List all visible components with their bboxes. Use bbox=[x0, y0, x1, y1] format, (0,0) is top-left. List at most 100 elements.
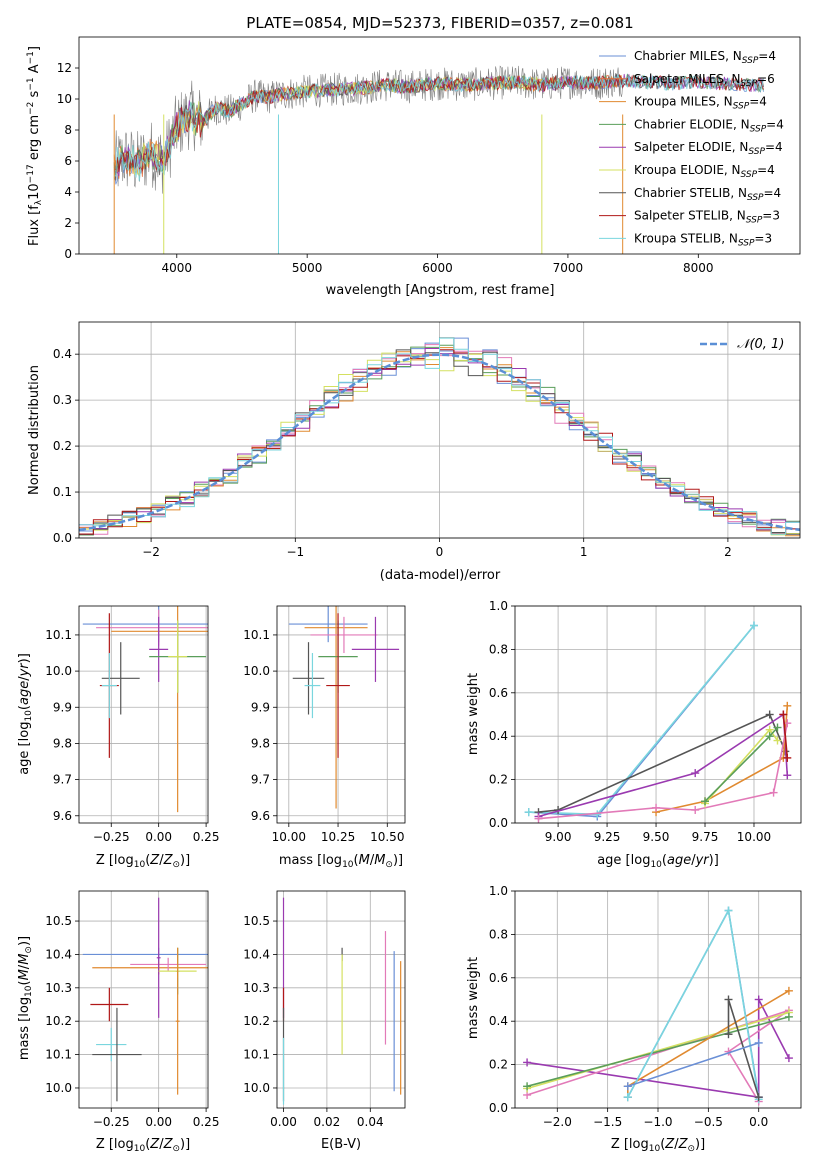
y-tick-label: 10.4 bbox=[45, 947, 72, 961]
x-tick-label: 0.00 bbox=[145, 830, 172, 844]
legend-label: Chabrier ELODIE, NSSP=4 bbox=[634, 117, 784, 134]
axes-frame bbox=[514, 605, 802, 824]
series-line-kroupa_stelib bbox=[627, 908, 760, 1100]
y-tick-label: 1.0 bbox=[489, 599, 508, 613]
x-tick-label: 0.25 bbox=[193, 1115, 220, 1129]
mass-vs-ebv-panel: 0.00 0.02 0.04 10.0 10.1 10.2 10.3 10.4 10.5 bbox=[243, 890, 406, 1129]
age-vs-z-panel: −0.25 0.00 0.25 9.6 9.7 9.8 9.9 10.0 10.1 bbox=[45, 605, 219, 844]
series-line-salpeter_stelib bbox=[782, 714, 789, 758]
y-tick-label: 10.0 bbox=[45, 664, 72, 678]
y-tick-label: 0 bbox=[64, 247, 72, 261]
y-tick-label: 0.1 bbox=[53, 485, 72, 499]
y-tick-label: 0.3 bbox=[53, 393, 72, 407]
y-tick-label: 10.1 bbox=[243, 628, 270, 642]
age-vs-z-ylabel: age [log10(age/yr)] bbox=[17, 653, 34, 775]
y-tick-label: 0.6 bbox=[489, 971, 508, 985]
y-tick-label: 0.2 bbox=[53, 439, 72, 453]
legend-label: Salpeter STELIB, NSSP=3 bbox=[634, 209, 780, 226]
y-tick-label: 9.6 bbox=[251, 809, 270, 823]
y-tick-label: 10.0 bbox=[243, 664, 270, 678]
y-tick-label: 1.0 bbox=[489, 884, 508, 898]
x-tick-label: 5000 bbox=[292, 261, 323, 275]
residuals-plot-area bbox=[78, 322, 801, 539]
spectrum-plot-area bbox=[113, 65, 764, 254]
x-tick-label: −1.0 bbox=[643, 1115, 672, 1129]
residuals-ylabel: Normed distribution bbox=[27, 365, 42, 495]
residuals-panel: −2 −1 0 1 2 0.0 0.1 0.2 0.3 0.4 𝒩(0, 1) (data-mod… bbox=[27, 321, 801, 583]
series-line-chabrier_elodie bbox=[526, 1016, 790, 1088]
y-tick-label: 10.1 bbox=[45, 628, 72, 642]
y-tick-label: 0.0 bbox=[489, 816, 508, 830]
y-tick-label: 10.0 bbox=[45, 1081, 72, 1095]
mass-vs-ebv-xlabel: E(B-V) bbox=[321, 1137, 361, 1152]
spectrum-ylabel: Flux [fλ10−17 erg cm−2 s−1 A−1] bbox=[26, 46, 44, 246]
legend-label: Kroupa ELODIE, NSSP=4 bbox=[634, 163, 775, 180]
y-tick-label: 0.4 bbox=[489, 1014, 508, 1028]
y-tick-label: 0.8 bbox=[489, 642, 508, 656]
spectrum-xlabel: wavelength [Angstrom, rest frame] bbox=[326, 283, 555, 298]
x-tick-label: 4000 bbox=[162, 261, 193, 275]
x-tick-label: 0.00 bbox=[145, 1115, 172, 1129]
age-vs-z-xlabel: Z [log10(Z/Z⊙)] bbox=[96, 853, 190, 870]
legend-label: Kroupa MILES, NSSP=4 bbox=[634, 95, 767, 112]
x-tick-label: −0.25 bbox=[93, 830, 130, 844]
y-tick-label: 10.5 bbox=[45, 914, 72, 928]
y-tick-label: 10.0 bbox=[243, 1081, 270, 1095]
y-tick-label: 10.5 bbox=[243, 914, 270, 928]
x-tick-label: 0.0 bbox=[749, 1115, 768, 1129]
mass-vs-z-xlabel: Z [log10(Z/Z⊙)] bbox=[96, 1137, 190, 1154]
series-line-chabrier_miles bbox=[627, 1042, 759, 1088]
series-line-salpeter_elodie bbox=[526, 999, 790, 1099]
legend-label: Salpeter ELODIE, NSSP=4 bbox=[634, 140, 783, 157]
errorbar-points bbox=[82, 606, 208, 813]
y-tick-label: 9.7 bbox=[251, 773, 270, 787]
y-tick-label: 10.4 bbox=[243, 947, 270, 961]
weight-vs-age-panel: 9.00 9.25 9.50 9.75 10.00 0.0 0.2 0.4 0.6 0.8 1.0 bbox=[489, 599, 802, 844]
legend-label: Salpeter MILES, NSSP=6 bbox=[634, 72, 775, 89]
y-tick-label: 9.6 bbox=[53, 809, 72, 823]
y-tick-label: 6 bbox=[64, 154, 72, 168]
x-tick-label: −2.0 bbox=[543, 1115, 572, 1129]
errorbar-points bbox=[282, 897, 402, 1105]
weight-vs-z-xlabel: Z [log10(Z/Z⊙)] bbox=[611, 1137, 705, 1154]
series-line-salpeter_pink bbox=[526, 1009, 790, 1102]
residuals-legend: 𝒩(0, 1) bbox=[700, 337, 784, 352]
y-tick-label: 10.1 bbox=[45, 1048, 72, 1062]
y-tick-label: 0.6 bbox=[489, 686, 508, 700]
spectrum-ticks: 4000 5000 6000 7000 8000 0 2 4 6 8 10 12 bbox=[57, 61, 714, 275]
weight-vs-z-ylabel: mass weight bbox=[466, 957, 481, 1039]
x-tick-label: −1 bbox=[286, 545, 304, 559]
axes-frame bbox=[276, 890, 406, 1109]
x-tick-label: 1 bbox=[580, 545, 588, 559]
y-tick-label: 4 bbox=[64, 185, 72, 199]
x-tick-label: 10.00 bbox=[737, 830, 771, 844]
x-tick-label: 0.04 bbox=[357, 1115, 384, 1129]
legend-label: Chabrier STELIB, NSSP=4 bbox=[634, 186, 781, 203]
axes-frame bbox=[78, 605, 209, 824]
x-tick-label: 10.50 bbox=[370, 830, 404, 844]
y-tick-label: 10.1 bbox=[243, 1048, 270, 1062]
x-tick-label: 2 bbox=[724, 545, 732, 559]
x-tick-label: 0.02 bbox=[314, 1115, 341, 1129]
y-tick-label: 0.2 bbox=[489, 1058, 508, 1072]
x-tick-label: 9.25 bbox=[594, 830, 621, 844]
y-tick-label: 12 bbox=[57, 61, 72, 75]
x-tick-label: −1.5 bbox=[593, 1115, 622, 1129]
x-tick-label: 10.00 bbox=[272, 830, 306, 844]
axes-frame bbox=[514, 890, 802, 1109]
legend-label: Kroupa STELIB, NSSP=3 bbox=[634, 231, 772, 248]
spectrum-frame bbox=[78, 36, 801, 255]
y-tick-label: 2 bbox=[64, 216, 72, 230]
x-tick-label: 9.50 bbox=[643, 830, 670, 844]
y-tick-label: 10.2 bbox=[243, 1014, 270, 1028]
gaussian-legend-label: 𝒩(0, 1) bbox=[737, 337, 784, 352]
weight-vs-age-ylabel: mass weight bbox=[466, 673, 481, 755]
y-tick-label: 10.3 bbox=[45, 981, 72, 995]
spectrum-panel: PLATE=0854, MJD=52373, FIBERID=0357, z=0… bbox=[26, 14, 801, 298]
y-tick-label: 0.2 bbox=[489, 773, 508, 787]
weight-vs-age-xlabel: age [log10(age/yr)] bbox=[597, 853, 719, 870]
age-vs-mass-panel: 10.00 10.25 10.50 9.6 9.7 9.8 9.9 10.0 10.1 bbox=[243, 605, 406, 844]
mass-vs-z-panel: −0.25 0.00 0.25 10.0 10.1 10.2 10.3 10.4 10.5 bbox=[45, 890, 220, 1129]
y-tick-label: 0.0 bbox=[489, 1101, 508, 1115]
